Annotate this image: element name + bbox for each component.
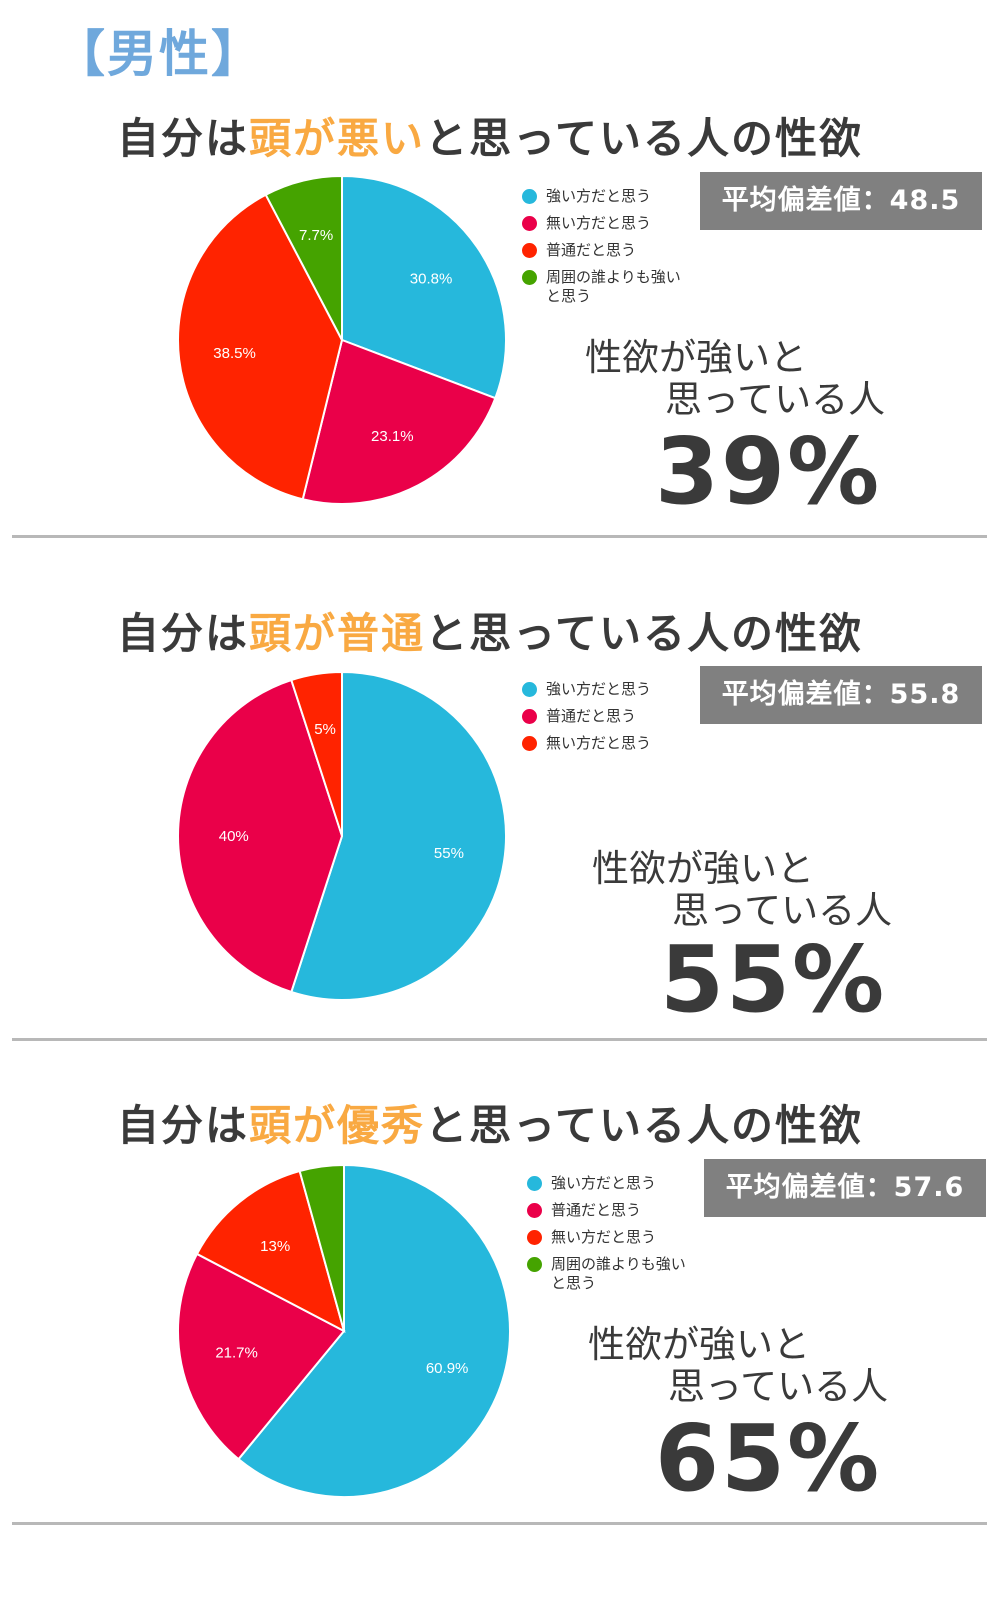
legend-label: 強い方だと思う bbox=[546, 187, 652, 205]
legend-label: 強い方だと思う bbox=[551, 1174, 657, 1192]
pie-slice-label: 55% bbox=[434, 845, 464, 862]
legend-label: 強い方だと思う bbox=[546, 680, 652, 698]
pie-slice-label: 13% bbox=[260, 1238, 290, 1255]
average-score-badge: 平均偏差値：55.8 bbox=[700, 666, 982, 724]
legend-swatch bbox=[522, 682, 537, 697]
chart-title: 自分は頭が普通と思っている人の性欲 bbox=[0, 600, 980, 661]
average-score-badge: 平均偏差値：48.5 bbox=[700, 172, 982, 230]
title-prefix: 自分は bbox=[117, 114, 250, 163]
pie-slice bbox=[290, 670, 507, 1001]
chart-legend: 強い方だと思う 無い方だと思う 普通だと思う周囲の誰よりも強いと思う bbox=[522, 187, 686, 314]
pie-slice-label: 38.5% bbox=[213, 345, 256, 362]
title-highlight: 頭が悪い bbox=[249, 114, 426, 163]
pie-slice bbox=[290, 670, 343, 837]
legend-item: 無い方だと思う bbox=[527, 1228, 691, 1247]
pie-slice bbox=[195, 1169, 346, 1333]
pie-slice bbox=[177, 1252, 346, 1461]
strong-label-line1: 性欲が強いと bbox=[585, 336, 807, 379]
title-highlight: 頭が普通 bbox=[249, 609, 426, 658]
legend-swatch bbox=[522, 243, 537, 258]
pie-slice bbox=[264, 174, 343, 341]
legend-item: 強い方だと思う bbox=[522, 187, 686, 206]
chart-title: 自分は頭が優秀と思っている人の性欲 bbox=[0, 1092, 980, 1153]
title-suffix: と思っている人の性欲 bbox=[425, 1101, 863, 1150]
strong-label: 性欲が強いと 思っている人 bbox=[592, 848, 912, 932]
divider bbox=[12, 1038, 987, 1041]
pie-slice bbox=[237, 1163, 511, 1498]
chart-section-3: 自分は頭が優秀と思っている人の性欲 60.9% 21.7% 13% 強い方だと思う普… bbox=[0, 1092, 1000, 1602]
legend-label: 無い方だと思う bbox=[546, 734, 652, 752]
strong-percent: 65% bbox=[655, 1405, 882, 1512]
legend-label: 普通だと思う bbox=[546, 707, 637, 725]
legend-swatch bbox=[522, 189, 537, 204]
legend-label: 周囲の誰よりも強いと思う bbox=[546, 268, 681, 305]
legend-item: 周囲の誰よりも強いと思う bbox=[527, 1255, 691, 1293]
legend-item: 周囲の誰よりも強いと思う bbox=[522, 268, 686, 306]
chart-legend: 強い方だと思う 普通だと思う 無い方だと思う周囲の誰よりも強いと思う bbox=[527, 1174, 691, 1301]
strong-label: 性欲が強いと 思っている人 bbox=[588, 1324, 908, 1408]
legend-label: 無い方だと思う bbox=[546, 214, 652, 232]
strong-label-line2: 思っている人 bbox=[668, 1365, 889, 1408]
pie-slice-label: 60.9% bbox=[426, 1360, 469, 1377]
legend-swatch bbox=[522, 736, 537, 751]
strong-percent: 55% bbox=[660, 926, 887, 1033]
strong-percent: 39% bbox=[655, 418, 882, 525]
average-score-badge: 平均偏差値：57.6 bbox=[704, 1159, 986, 1217]
pie-slice-label: 30.8% bbox=[410, 271, 453, 288]
legend-swatch bbox=[527, 1176, 542, 1191]
pie-slice-label: 5% bbox=[314, 721, 336, 738]
legend-item: 強い方だと思う bbox=[522, 680, 686, 699]
legend-swatch bbox=[527, 1257, 542, 1272]
pie-slice bbox=[177, 678, 344, 994]
chart-section-1: 自分は頭が悪いと思っている人の性欲 30.8% 23.1% 38.5% 7.7% 強い… bbox=[0, 105, 1000, 615]
pie-chart: 60.9% 21.7% 13% bbox=[177, 1163, 511, 1498]
title-highlight: 頭が優秀 bbox=[249, 1101, 426, 1150]
legend-swatch bbox=[522, 216, 537, 231]
legend-item: 強い方だと思う bbox=[527, 1174, 691, 1193]
strong-label-line1: 性欲が強いと bbox=[588, 1323, 810, 1366]
legend-swatch bbox=[527, 1203, 542, 1218]
legend-swatch bbox=[522, 270, 537, 285]
title-prefix: 自分は bbox=[117, 609, 250, 658]
strong-label: 性欲が強いと 思っている人 bbox=[585, 337, 905, 421]
pie-slice-label: 40% bbox=[219, 828, 249, 845]
legend-item: 無い方だと思う bbox=[522, 734, 686, 753]
title-suffix: と思っている人の性欲 bbox=[425, 114, 863, 163]
legend-label: 普通だと思う bbox=[546, 241, 637, 259]
legend-label: 普通だと思う bbox=[551, 1201, 642, 1219]
pie-slice bbox=[301, 338, 497, 505]
strong-label-line1: 性欲が強いと bbox=[592, 847, 814, 890]
legend-swatch bbox=[527, 1230, 542, 1245]
page-header: 【男性】 bbox=[55, 25, 263, 83]
pie-chart: 55% 40% 5% bbox=[177, 670, 507, 1001]
chart-legend: 強い方だと思う 普通だと思う 無い方だと思う bbox=[522, 680, 686, 761]
legend-item: 普通だと思う bbox=[527, 1201, 691, 1220]
legend-item: 普通だと思う bbox=[522, 707, 686, 726]
title-prefix: 自分は bbox=[117, 1101, 250, 1150]
pie-slice bbox=[341, 174, 507, 400]
pie-slice bbox=[177, 193, 344, 501]
legend-item: 普通だと思う bbox=[522, 241, 686, 260]
strong-label-line2: 思っている人 bbox=[672, 889, 893, 932]
legend-label: 無い方だと思う bbox=[551, 1228, 657, 1246]
legend-label: 周囲の誰よりも強いと思う bbox=[551, 1255, 686, 1292]
pie-chart: 30.8% 23.1% 38.5% 7.7% bbox=[177, 174, 507, 505]
divider bbox=[12, 535, 987, 538]
pie-slice bbox=[298, 1163, 345, 1332]
pie-slice-label: 7.7% bbox=[299, 227, 333, 244]
title-suffix: と思っている人の性欲 bbox=[425, 609, 863, 658]
pie-slice-label: 23.1% bbox=[371, 428, 414, 445]
chart-section-2: 自分は頭が普通と思っている人の性欲 55% 40% 5% 強い方だと思う 普通だと思う… bbox=[0, 600, 1000, 1110]
divider bbox=[12, 1522, 987, 1525]
legend-item: 無い方だと思う bbox=[522, 214, 686, 233]
pie-slice-label: 21.7% bbox=[215, 1345, 258, 1362]
strong-label-line2: 思っている人 bbox=[665, 378, 886, 421]
chart-title: 自分は頭が悪いと思っている人の性欲 bbox=[0, 105, 980, 166]
legend-swatch bbox=[522, 709, 537, 724]
